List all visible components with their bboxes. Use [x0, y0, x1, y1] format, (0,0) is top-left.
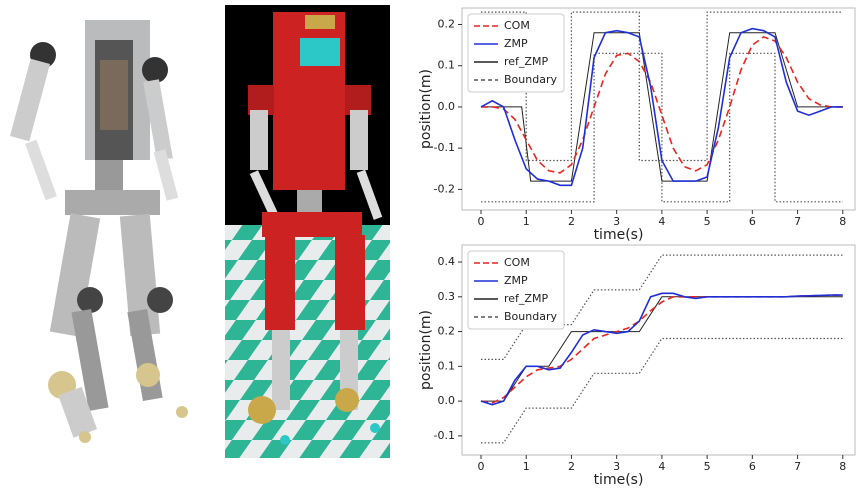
series-line [481, 254, 843, 360]
x-tick-label: 3 [613, 460, 620, 473]
x-tick-label: 7 [794, 460, 801, 473]
legend-box [467, 250, 565, 330]
x-tick-label: 1 [523, 215, 530, 228]
y-axis-label: position(m) [418, 69, 434, 149]
legend-label: Boundary [504, 310, 557, 323]
robot-photo [9, 20, 188, 443]
x-tick-label: 3 [613, 215, 620, 228]
y-tick-label: 0.4 [438, 255, 456, 268]
x-tick-label: 2 [568, 215, 575, 228]
x-tick-label: 0 [477, 460, 484, 473]
x-tick-label: 4 [658, 460, 665, 473]
robot-simulation [225, 5, 390, 458]
series-line [481, 52, 843, 203]
legend-label: ZMP [504, 274, 528, 287]
series-line [481, 337, 843, 444]
legend-label: ref_ZMP [504, 55, 548, 68]
legend-label: ref_ZMP [504, 292, 548, 305]
y-tick-label: 0.0 [438, 394, 456, 407]
x-tick-label: 5 [704, 460, 711, 473]
series-line [481, 36, 843, 174]
legend-label: COM [504, 19, 530, 32]
x-tick-label: 4 [658, 215, 665, 228]
y-axis-label: position(m) [418, 310, 434, 390]
x-axis-label: time(s) [594, 227, 644, 243]
y-tick-label: 0.3 [438, 290, 456, 303]
series-line [480, 27, 843, 187]
y-tick-label: -0.2 [434, 182, 455, 195]
line-chart: 0 1 2 3 4 5 6 7 8 -0.2 -0.1 0.0 0.1 0.2 time(s) positio… [418, 7, 856, 243]
y-tick-label: 0.1 [438, 59, 456, 72]
y-tick-label: 0.2 [438, 17, 456, 30]
y-tick-label: 0.1 [438, 359, 456, 372]
x-tick-label: 7 [794, 215, 801, 228]
y-tick-label: 0.0 [438, 100, 456, 113]
series-line [480, 292, 843, 406]
legend-label: COM [504, 256, 530, 269]
legend-label: ZMP [504, 37, 528, 50]
x-tick-label: 8 [839, 215, 846, 228]
x-tick-label: 8 [839, 460, 846, 473]
legend-box [467, 13, 565, 93]
x-tick-label: 1 [523, 460, 530, 473]
series-line [481, 32, 843, 182]
x-tick-label: 6 [749, 215, 756, 228]
x-tick-label: 0 [477, 215, 484, 228]
y-tick-label: -0.1 [434, 141, 455, 154]
legend-label: Boundary [504, 73, 557, 86]
y-tick-label: 0.2 [438, 325, 456, 338]
x-tick-label: 5 [704, 215, 711, 228]
line-chart: 0 1 2 3 4 5 6 7 8 -0.1 0.0 0.1 0.2 0.3 0.4 time(s) posit… [418, 244, 856, 488]
x-axis-label: time(s) [594, 472, 644, 488]
x-tick-label: 6 [749, 460, 756, 473]
x-tick-label: 2 [568, 460, 575, 473]
y-tick-label: -0.1 [434, 429, 455, 442]
